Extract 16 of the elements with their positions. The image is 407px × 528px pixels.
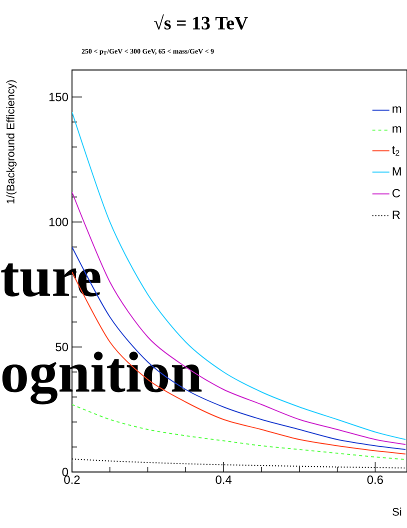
- chart-title: √s = 13 TeV: [154, 14, 248, 30]
- x-axis-title: Si: [392, 508, 402, 516]
- legend-label: C: [392, 188, 400, 198]
- y-tick-label: 100: [49, 218, 68, 226]
- legend-label: t$_{2}$: [392, 146, 400, 156]
- legend-label: M: [392, 167, 401, 176]
- x-tick-label: 0.4: [216, 476, 232, 484]
- y-axis-title: 1/(Background Efficiency): [6, 80, 17, 204]
- x-tick-label: 0.6: [367, 476, 383, 484]
- legend-label: R: [392, 210, 400, 219]
- legend-label: m: [392, 126, 402, 133]
- y-tick-label: 50: [56, 342, 68, 352]
- y-tick-label: 0: [62, 468, 68, 476]
- y-tick-label: 150: [49, 92, 68, 102]
- legend-label: m: [392, 106, 402, 113]
- x-tick-label: 0.2: [64, 476, 80, 484]
